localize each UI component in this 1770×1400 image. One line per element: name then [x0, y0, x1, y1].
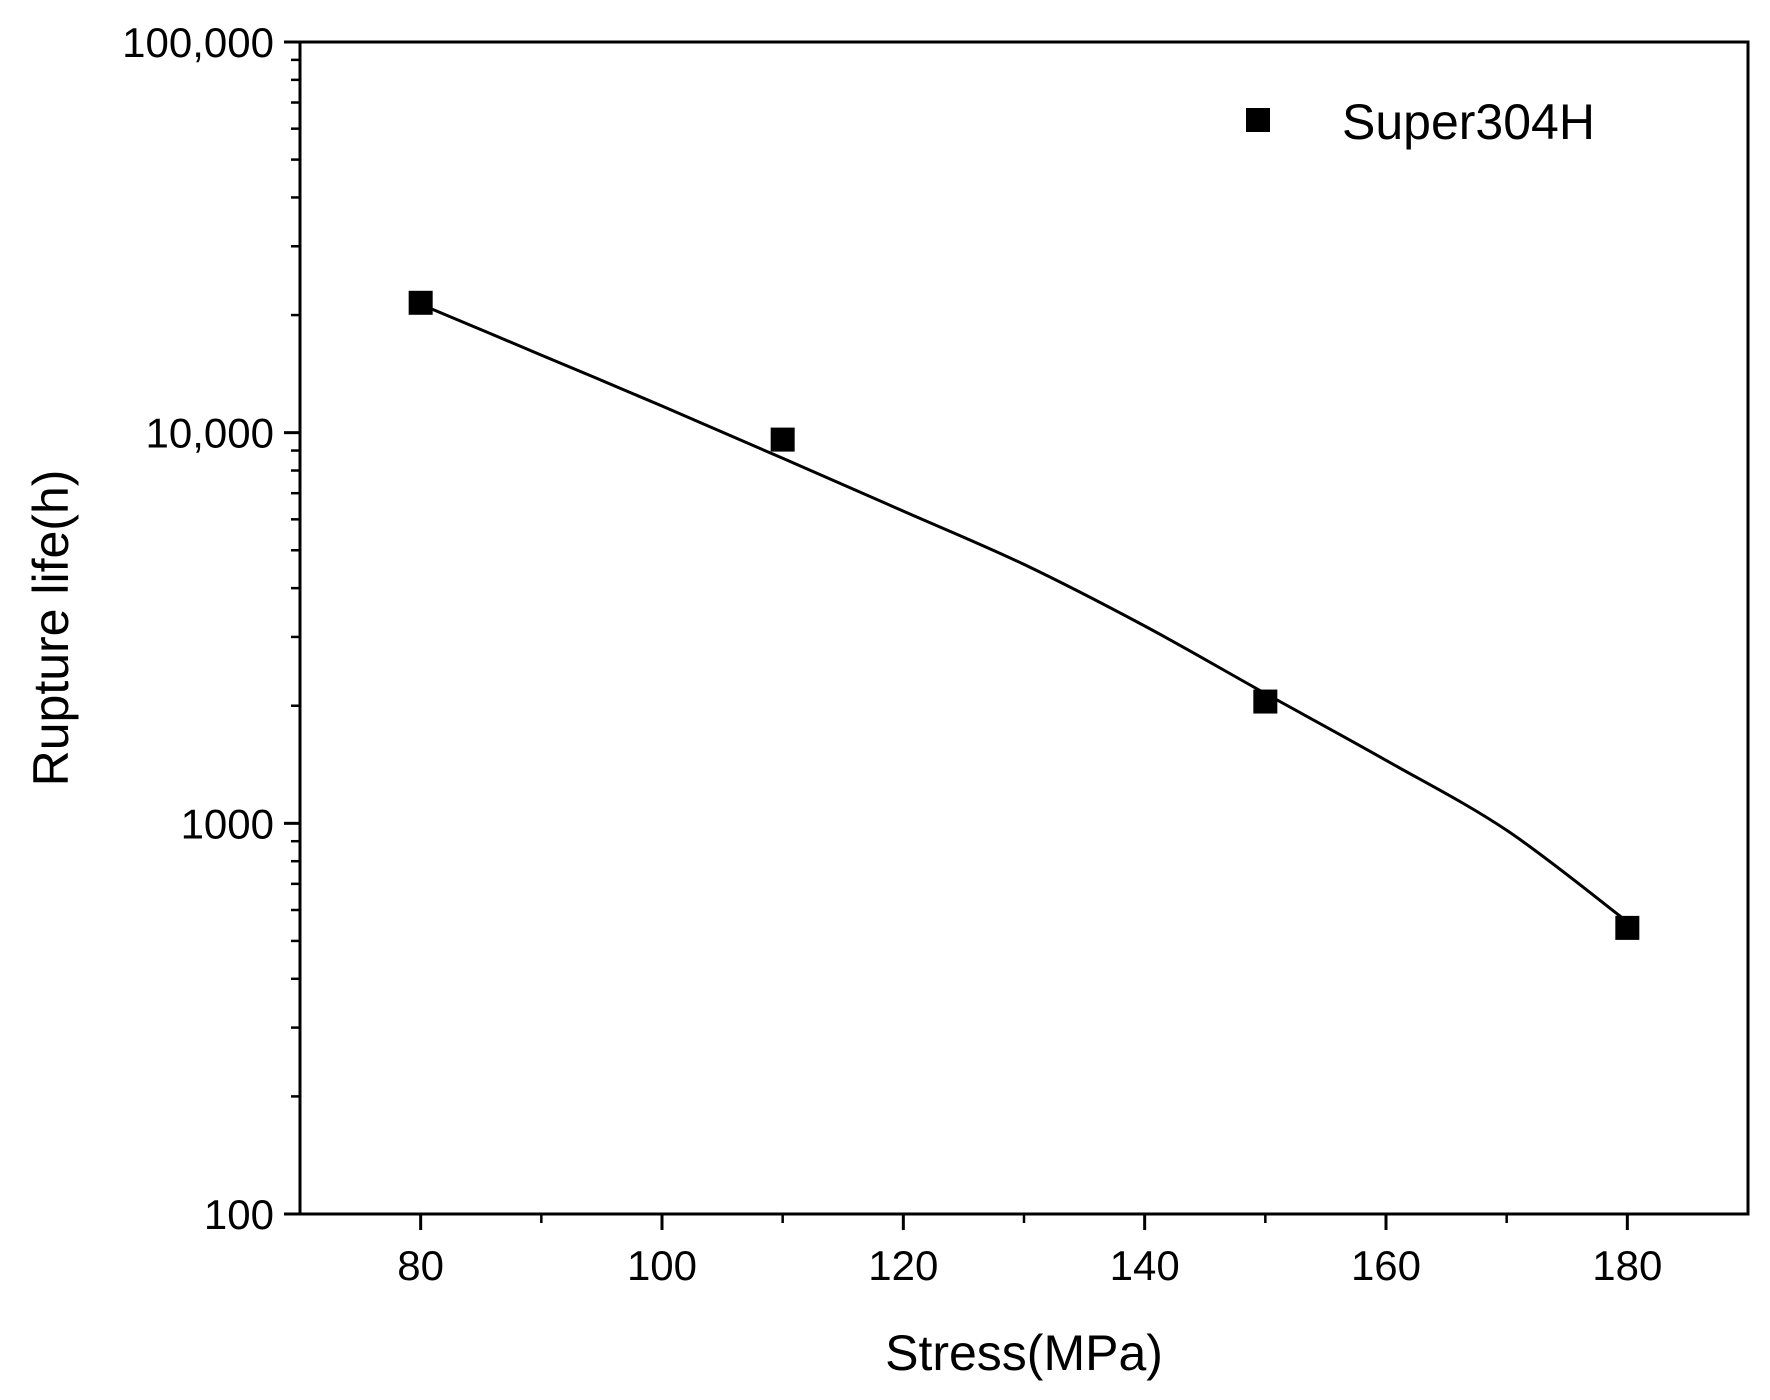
- legend-marker: [1246, 108, 1270, 132]
- data-point: [1253, 689, 1278, 714]
- data-point: [1615, 915, 1640, 940]
- x-axis-title: Stress(MPa): [885, 1325, 1163, 1381]
- legend: Super304H: [1246, 94, 1595, 150]
- legend-label: Super304H: [1342, 94, 1595, 150]
- x-tick-label: 160: [1351, 1242, 1421, 1289]
- x-tick-label: 120: [868, 1242, 938, 1289]
- x-tick-label: 100: [627, 1242, 697, 1289]
- x-tick-label: 80: [397, 1242, 444, 1289]
- data-point: [408, 290, 433, 315]
- data-points: [408, 290, 1640, 940]
- x-axis-ticks: 80 100 120 140 160 180: [397, 1214, 1662, 1289]
- y-tick-label: 10,000: [146, 410, 274, 457]
- y-tick-label: 1000: [181, 800, 274, 847]
- data-point: [770, 427, 795, 452]
- plot-frame: [298, 40, 1750, 1216]
- x-tick-label: 180: [1592, 1242, 1662, 1289]
- y-axis-title: Rupture life(h): [23, 470, 79, 787]
- fit-curve: [420, 303, 1629, 923]
- y-tick-label: 100: [204, 1191, 274, 1238]
- y-axis-ticks: 100 1000 10,000 100,000: [122, 19, 300, 1238]
- y-tick-label: 100,000: [122, 19, 274, 66]
- x-tick-label: 140: [1110, 1242, 1180, 1289]
